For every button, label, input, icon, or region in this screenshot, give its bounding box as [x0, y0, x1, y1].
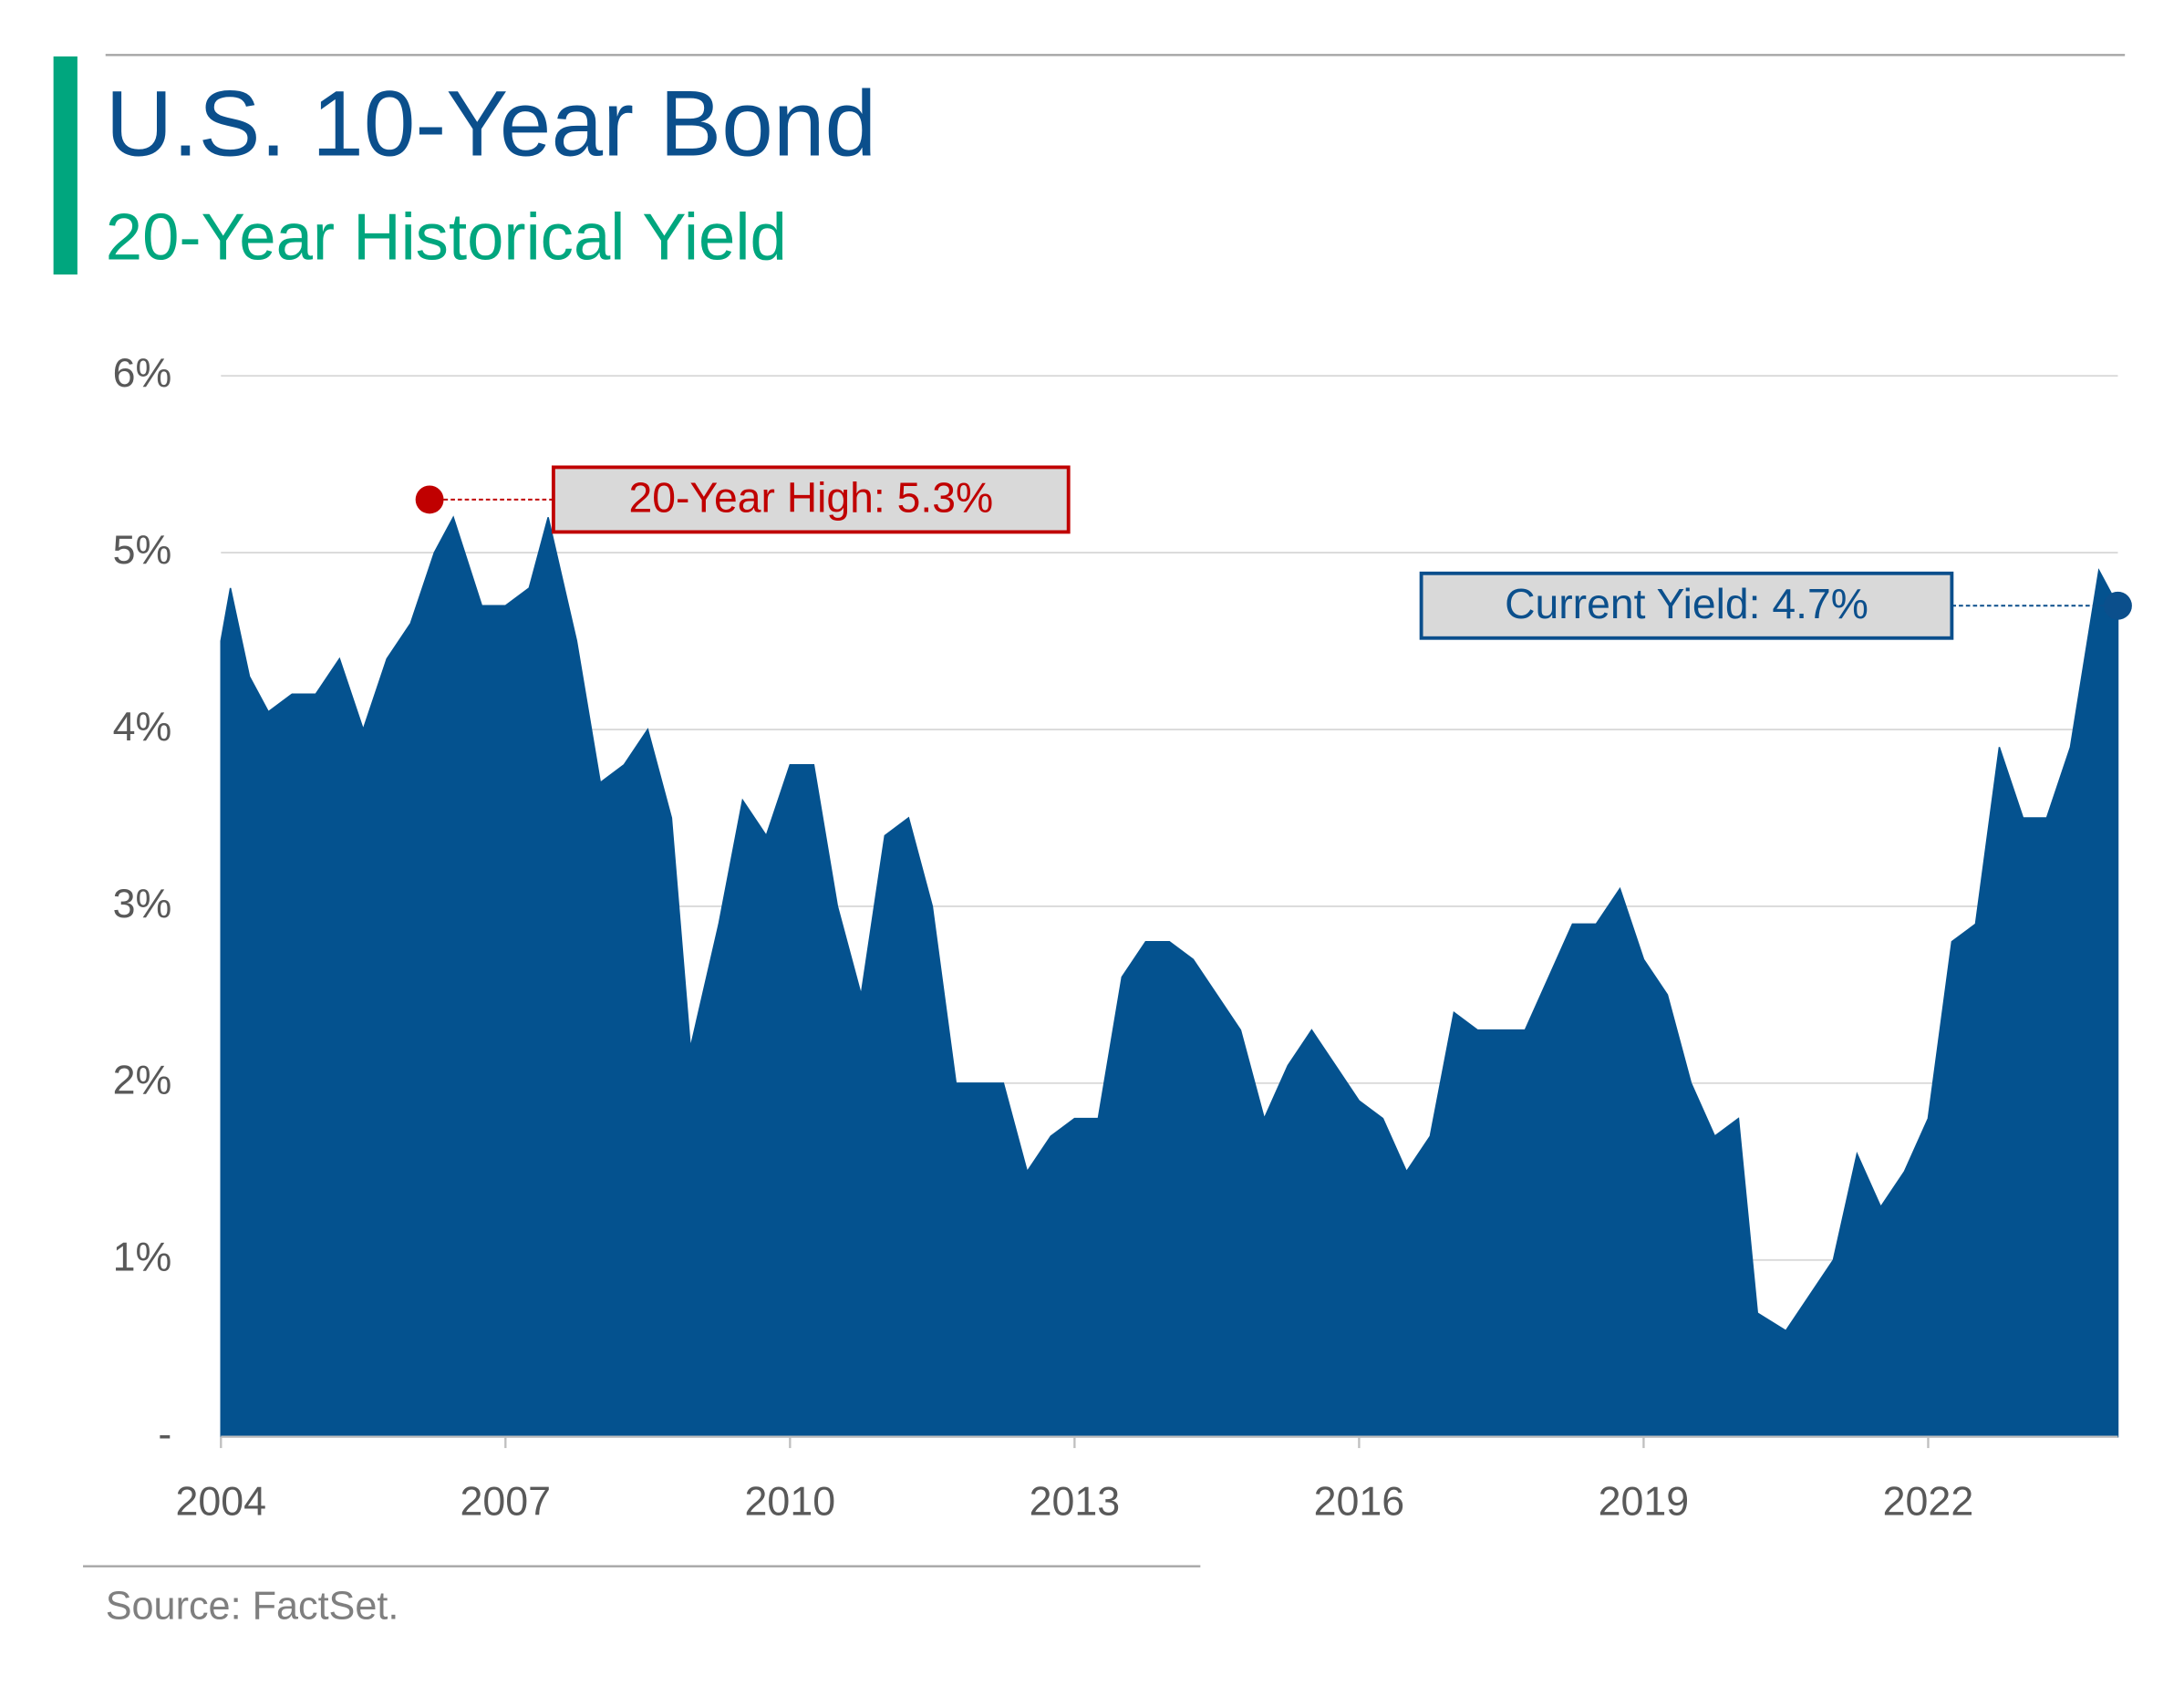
annotation-box [551, 465, 1071, 534]
x-tick-label: 2022 [1883, 1479, 1974, 1525]
y-tick-label: - [158, 1412, 171, 1457]
annotation-text: Current Yield: 4.7% [1505, 580, 1868, 627]
annotation-point [415, 485, 444, 514]
source: Source: FactSet. [106, 1584, 399, 1628]
x-tick-label: 2019 [1599, 1479, 1690, 1525]
annotation-point [2104, 591, 2132, 620]
y-tick-label: 6% [113, 350, 172, 396]
x-tick-label: 2004 [175, 1479, 266, 1525]
y-tick-label: 1% [113, 1235, 172, 1280]
x-tick-label: 2007 [461, 1479, 552, 1525]
area [220, 515, 2119, 1438]
x-tick-label: 2013 [1030, 1479, 1121, 1525]
annotation-text: 20-Year High: 5.3% [628, 474, 993, 522]
chart-title: U.S. 10-Year Bond [106, 72, 876, 176]
accent-bar [53, 56, 78, 275]
y-tick-label: 3% [113, 881, 172, 926]
annotation-box [1419, 571, 1954, 640]
chart-subtitle: 20-Year Historical Yield [106, 201, 787, 274]
x-tick-label: 2010 [745, 1479, 836, 1525]
y-tick-label: 4% [113, 704, 172, 750]
y-tick-label: 2% [113, 1058, 172, 1103]
y-tick-label: 5% [113, 527, 172, 573]
x-tick-label: 2016 [1314, 1479, 1405, 1525]
